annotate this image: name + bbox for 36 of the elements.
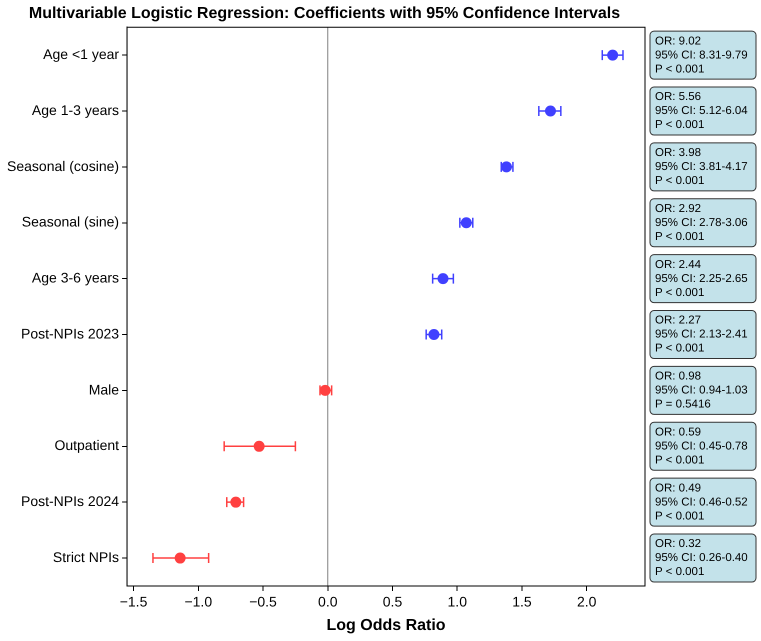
y-tick-label: Age 3-6 years <box>32 270 120 286</box>
text: OR: 0.49 95% CI: 0.46-0.52 P < 0.001 <box>655 482 748 522</box>
y-tick-label: Seasonal (cosine) <box>7 158 120 174</box>
text: OR: 2.92 95% CI: 2.78-3.06 P < 0.001 <box>655 202 748 243</box>
point <box>254 440 265 452</box>
x-tick-label: 1.5 <box>512 593 532 610</box>
text: OR: 0.32 95% CI: 0.26-0.40 P < 0.001 <box>655 538 748 578</box>
x-tick-label: −1.5 <box>120 593 148 610</box>
y-tick-label: Male <box>88 381 120 398</box>
point <box>230 496 242 508</box>
y-tick-label: Strict NPIs <box>52 548 120 565</box>
text: OR: 0.98 95% CI: 0.94-1.03 P = 0.5416 <box>655 370 748 411</box>
x-tick-label: 1.0 <box>448 593 468 610</box>
x-tick-label: −0.5 <box>249 593 278 610</box>
point <box>544 106 556 117</box>
chart-title: Multivariable Logistic Regression: Coefficients with 95% Confidence Intervals <box>28 5 620 22</box>
x-tick-label: 0.0 <box>318 593 338 610</box>
x-tick-label: 0.5 <box>382 593 402 610</box>
text: OR: 3.98 95% CI: 3.81-4.17 P < 0.001 <box>655 147 748 188</box>
text: OR: 9.02 95% CI: 8.31-9.79 P < 0.001 <box>655 35 748 76</box>
y-tick-label: Post-NPIs 2024 <box>21 493 120 510</box>
text: OR: 0.59 95% CI: 0.45-0.78 P < 0.001 <box>655 426 748 466</box>
y-tick-label: Age <1 year <box>43 46 120 62</box>
point <box>607 50 618 61</box>
x-tick-label: −1.0 <box>184 593 212 610</box>
x-axis-title: Log Odds Ratio <box>326 616 446 634</box>
text: OR: 2.44 95% CI: 2.25-2.65 P < 0.001 <box>655 258 748 299</box>
text: OR: 5.56 95% CI: 5.12-6.04 P < 0.001 <box>655 91 748 132</box>
x-tick-label: 2.0 <box>577 593 597 610</box>
y-tick-label: Seasonal (sine) <box>22 214 120 230</box>
y-tick-label: Outpatient <box>54 437 120 454</box>
text: OR: 2.27 95% CI: 2.13-2.41 P < 0.001 <box>655 314 748 355</box>
point <box>438 273 449 284</box>
y-tick-label: Post-NPIs 2023 <box>21 325 120 342</box>
point <box>174 552 186 564</box>
y-tick-label: Age 1-3 years <box>32 102 120 118</box>
